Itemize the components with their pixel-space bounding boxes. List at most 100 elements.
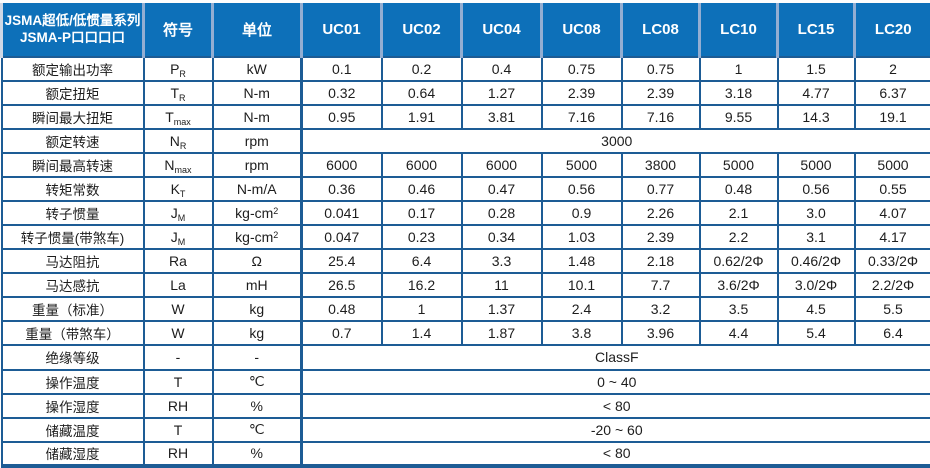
row-unit: N-m/A bbox=[211, 175, 303, 202]
cell-value: 1.03 bbox=[540, 224, 623, 251]
cell-value: 0.56 bbox=[540, 175, 623, 202]
row-label: 瞬间最大扭矩 bbox=[0, 103, 145, 130]
row-unit: % bbox=[211, 440, 303, 468]
model-column-header: LC15 bbox=[776, 0, 856, 58]
cell-value: 1.37 bbox=[460, 296, 543, 323]
cell-value: 2.39 bbox=[540, 79, 623, 106]
cell-value: 2.4 bbox=[540, 296, 623, 323]
cell-value: 0.17 bbox=[380, 199, 463, 227]
row-unit: rpm bbox=[211, 151, 303, 178]
row-unit: N-m bbox=[211, 103, 303, 130]
row-label: 重量（标准） bbox=[0, 296, 145, 323]
row-unit: rpm bbox=[211, 127, 303, 154]
cell-value: 0.4 bbox=[460, 55, 543, 82]
model-column-header: UC02 bbox=[380, 0, 463, 58]
model-column-header: LC20 bbox=[853, 0, 930, 58]
cell-value: 2.39 bbox=[620, 224, 701, 251]
row-symbol: La bbox=[142, 272, 214, 299]
row-label: 转子惯量 bbox=[0, 199, 145, 227]
cell-value: 16.2 bbox=[380, 272, 463, 299]
cell-value: 4.5 bbox=[776, 296, 856, 323]
cell-value: 7.7 bbox=[620, 272, 701, 299]
cell-value: 2.18 bbox=[620, 248, 701, 275]
table-row: 转子惯量 JM kg-cm2 0.041 0.17 0.28 0.9 2.26 2.1 3.0 4.… bbox=[0, 199, 930, 227]
cell-value: 1.48 bbox=[540, 248, 623, 275]
row-symbol: PR bbox=[142, 55, 214, 82]
row-label: 马达感抗 bbox=[0, 272, 145, 299]
table-row: 储藏湿度 RH% < 80 bbox=[0, 440, 930, 468]
row-label: 额定输出功率 bbox=[0, 55, 145, 82]
unit-column-header: 单位 bbox=[211, 0, 303, 58]
cell-value: 4.4 bbox=[698, 320, 779, 347]
row-symbol: T bbox=[142, 416, 214, 443]
row-label: 操作温度 bbox=[0, 368, 145, 395]
row-unit: kg bbox=[211, 296, 303, 323]
cell-value: 2 bbox=[853, 55, 930, 82]
row-label: 绝缘等级 bbox=[0, 344, 145, 371]
series-title-line1: JSMA超低/低惯量系列 bbox=[4, 12, 141, 28]
table-row: 瞬间最大扭矩 Tmax N-m 0.95 1.91 3.81 7.16 7.16 9.55 14.… bbox=[0, 103, 930, 130]
row-label: 转矩常数 bbox=[0, 175, 145, 202]
cell-value: 6.37 bbox=[853, 79, 930, 106]
row-symbol: - bbox=[142, 344, 214, 371]
model-column-header: UC01 bbox=[300, 0, 383, 58]
cell-value: 0.33/2Φ bbox=[853, 248, 930, 275]
cell-value: 6000 bbox=[380, 151, 463, 178]
cell-value: 3.3 bbox=[460, 248, 543, 275]
row-symbol: Ra bbox=[142, 248, 214, 275]
cell-value: 0.047 bbox=[300, 224, 383, 251]
cell-value: 0.1 bbox=[300, 55, 383, 82]
row-symbol: W bbox=[142, 320, 214, 347]
merged-value: ClassF bbox=[300, 344, 930, 371]
cell-value: 0.48 bbox=[698, 175, 779, 202]
spec-table-body: 额定输出功率 PR kW 0.1 0.2 0.4 0.75 0.75 1 1.5 2 额定扭矩 TR N-… bbox=[0, 55, 930, 468]
cell-value: 1 bbox=[698, 55, 779, 82]
row-symbol: W bbox=[142, 296, 214, 323]
row-symbol: Nmax bbox=[142, 151, 214, 178]
merged-value: -20 ~ 60 bbox=[300, 416, 930, 443]
cell-value: 0.95 bbox=[300, 103, 383, 130]
table-row: 额定转速 NR rpm 3000 bbox=[0, 127, 930, 154]
cell-value: 0.62/2Φ bbox=[698, 248, 779, 275]
table-row: 马达感抗 La mH 26.5 16.2 11 10.1 7.7 3.6/2Φ 3.0/2Φ 2.2… bbox=[0, 272, 930, 299]
row-unit: kg-cm2 bbox=[211, 224, 303, 251]
cell-value: 3.8 bbox=[540, 320, 623, 347]
row-label: 瞬间最高转速 bbox=[0, 151, 145, 178]
cell-value: 6.4 bbox=[853, 320, 930, 347]
row-unit: Ω bbox=[211, 248, 303, 275]
row-symbol: Tmax bbox=[142, 103, 214, 130]
cell-value: 3.0/2Φ bbox=[776, 272, 856, 299]
cell-value: 0.77 bbox=[620, 175, 701, 202]
cell-value: 26.5 bbox=[300, 272, 383, 299]
cell-value: 2.39 bbox=[620, 79, 701, 106]
cell-value: 14.3 bbox=[776, 103, 856, 130]
row-symbol: TR bbox=[142, 79, 214, 106]
cell-value: 4.77 bbox=[776, 79, 856, 106]
row-symbol: KT bbox=[142, 175, 214, 202]
row-label: 储藏温度 bbox=[0, 416, 145, 443]
table-row: 储藏温度 T ℃ -20 ~ 60 bbox=[0, 416, 930, 443]
cell-value: 0.9 bbox=[540, 199, 623, 227]
row-symbol: JM bbox=[142, 224, 214, 251]
series-title: JSMA超低/低惯量系列 JSMA-P口口口口 bbox=[0, 0, 145, 58]
table-row: 操作湿度 RH% < 80 bbox=[0, 392, 930, 419]
row-symbol: RH bbox=[142, 440, 214, 468]
cell-value: 6000 bbox=[300, 151, 383, 178]
model-column-header: LC08 bbox=[620, 0, 701, 58]
row-unit: - bbox=[211, 344, 303, 371]
header-row: JSMA超低/低惯量系列 JSMA-P口口口口 符号 单位 UC01 UC02 UC… bbox=[0, 0, 930, 58]
cell-value: 5000 bbox=[540, 151, 623, 178]
table-row: 瞬间最高转速 Nmax rpm 6000 6000 6000 5000 3800 5000 500… bbox=[0, 151, 930, 178]
cell-value: 11 bbox=[460, 272, 543, 299]
cell-value: 1.5 bbox=[776, 55, 856, 82]
table-row: 转矩常数 KT N-m/A 0.36 0.46 0.47 0.56 0.77 0.48 0.56 0… bbox=[0, 175, 930, 202]
merged-value: 3000 bbox=[300, 127, 930, 154]
cell-value: 3.5 bbox=[698, 296, 779, 323]
cell-value: 3.6/2Φ bbox=[698, 272, 779, 299]
cell-value: 2.2/2Φ bbox=[853, 272, 930, 299]
cell-value: 6.4 bbox=[380, 248, 463, 275]
row-unit: kW bbox=[211, 55, 303, 82]
